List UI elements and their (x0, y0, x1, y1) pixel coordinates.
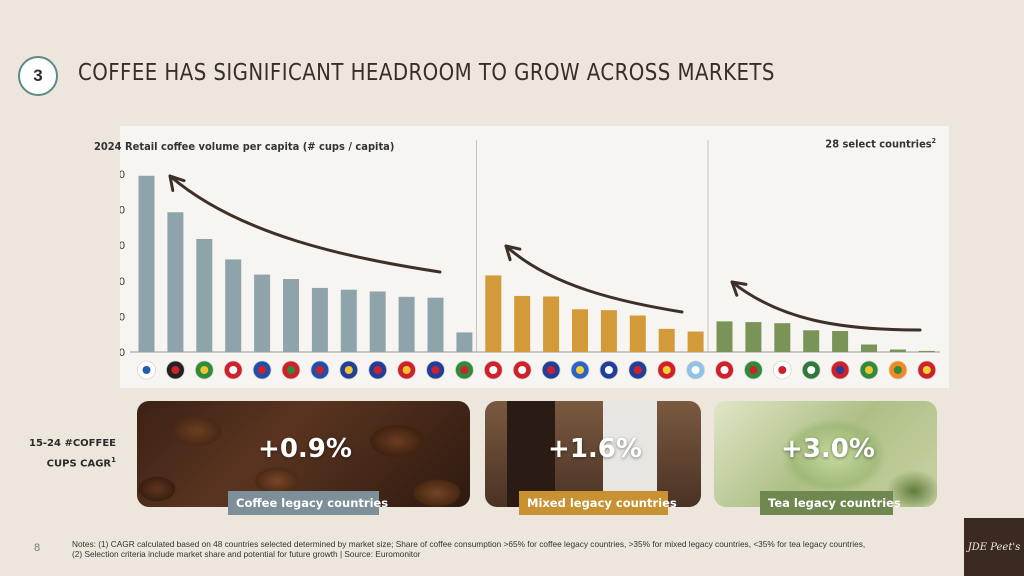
trend-arrow-head-3 (730, 280, 748, 297)
tea-legacy-tag: Tea legacy countries (760, 491, 901, 515)
bar-india (889, 349, 906, 352)
flag-canada-icon-detail (518, 366, 527, 374)
bar-chile (832, 330, 849, 352)
flag-mexico-icon-detail (460, 366, 469, 374)
y-tick-label: 0 (120, 347, 125, 359)
bar-united-kingdom (629, 315, 646, 352)
bar-united-states (369, 291, 386, 352)
y-tick-label: 200 (120, 311, 125, 323)
brand-logo-box: JDE Peet's (964, 518, 1024, 576)
flag-russia-icon-detail (604, 366, 613, 374)
flag-india-icon-detail (893, 366, 902, 374)
bar-mexico (456, 332, 473, 352)
bar-malaysia (340, 289, 357, 352)
cagr-row-label: 15-24 #COFFEE CUPS CAGR1 (28, 436, 116, 472)
trend-arrow-1 (168, 174, 442, 274)
flag-united-kingdom-icon-detail (633, 366, 642, 374)
bar-germany (167, 212, 184, 352)
bar-canada (514, 295, 531, 352)
flag-indonesia-icon-detail (229, 366, 238, 374)
bar-australia (543, 296, 560, 352)
flag-brazil-icon-detail (200, 366, 209, 374)
bar-argentina (687, 331, 704, 352)
flag-malaysia-icon-detail (344, 366, 353, 374)
flag-united-states-icon-detail (373, 366, 382, 374)
chart-title: 2024 Retail coffee volume per capita (# … (94, 140, 395, 153)
coffee-cups-image (485, 401, 701, 507)
y-tick-label: 400 (120, 276, 125, 288)
bar-russia (600, 310, 617, 352)
flag-turkey-icon-detail (720, 366, 729, 374)
trend-arrow-head-1 (168, 174, 186, 192)
bar-hungary (283, 279, 299, 352)
trend-arrow-2 (504, 244, 684, 314)
trend-arrow-head-2 (504, 244, 522, 262)
bar-poland (485, 275, 502, 352)
coffee-legacy-cagr-value: +0.9% (258, 434, 352, 464)
flag-france-icon-detail (258, 366, 267, 374)
notes-line-2: (2) Selection criteria include market sh… (72, 549, 421, 559)
y-tick-label: 600 (120, 240, 125, 252)
flag-japan-icon-detail (778, 366, 787, 374)
flag-germany-icon-detail (171, 366, 180, 374)
flag-china-icon-detail (922, 366, 931, 374)
bar-indonesia (225, 259, 242, 352)
brand-logo: JDE Peet's (967, 541, 1021, 553)
flag-hungary-icon-detail (287, 366, 295, 374)
flag-ukraine-icon-detail (576, 366, 584, 374)
bar-vietnam (658, 328, 675, 352)
flag-uae-icon-detail (749, 366, 758, 374)
cagr-label-line2: CUPS CAGR1 (46, 456, 116, 470)
y-tick-label: 800 (120, 205, 125, 217)
flag-poland-icon-detail (489, 366, 498, 374)
bar-uae (745, 322, 762, 352)
flag-saudi-arabia-icon-detail (807, 366, 816, 374)
bar-china (918, 350, 935, 352)
notes-line-1: Notes: (1) CAGR calculated based on 48 c… (72, 539, 866, 549)
flag-finland-icon-detail (142, 366, 151, 374)
chart-panel: 1,000 800 600 400 200 0 (120, 126, 949, 388)
page-number: 8 (34, 542, 41, 554)
bar-japan (774, 323, 791, 352)
flag-australia-icon-detail (547, 366, 556, 374)
bar-spain (398, 296, 415, 352)
cagr-label-line1: 15-24 #COFFEE (28, 438, 116, 449)
bar-chart: 1,000 800 600 400 200 0 (120, 140, 940, 380)
flag-argentina-icon-detail (691, 366, 700, 374)
flag-thailand-icon-detail (431, 366, 440, 374)
page-title: COFFEE HAS SIGNIFICANT HEADROOM TO GROW … (78, 60, 775, 86)
coffee-legacy-tag: Coffee legacy countries (228, 491, 388, 515)
mixed-legacy-tag: Mixed legacy countries (519, 491, 677, 515)
y-tick-label: 1,000 (120, 169, 125, 181)
bar-france (254, 274, 271, 352)
flag-philippines-icon-detail (315, 366, 324, 374)
bar-philippines (311, 287, 328, 352)
bar-turkey (716, 321, 733, 352)
tea-glass-image (714, 401, 937, 507)
flag-south-africa-icon-detail (865, 366, 873, 374)
flag-vietnam-icon-detail (662, 366, 671, 374)
mixed-legacy-cagr-value: +1.6% (548, 434, 642, 464)
bar-finland (138, 175, 155, 352)
bar-saudi-arabia (803, 330, 820, 352)
bar-thailand (427, 297, 444, 352)
bar-ukraine (572, 309, 588, 352)
tea-legacy-cagr-value: +3.0% (781, 434, 875, 464)
flag-chile-icon-detail (836, 366, 845, 374)
flag-spain-icon-detail (402, 366, 411, 374)
trend-arrow-3 (730, 280, 922, 332)
section-number-badge: 3 (18, 56, 58, 96)
bar-brazil (196, 238, 213, 352)
bar-south-africa (861, 344, 877, 352)
footnotes: Notes: (1) CAGR calculated based on 48 c… (72, 539, 932, 559)
coffee-beans-image (137, 401, 470, 507)
chart-note: 28 select countries2 (825, 137, 936, 151)
